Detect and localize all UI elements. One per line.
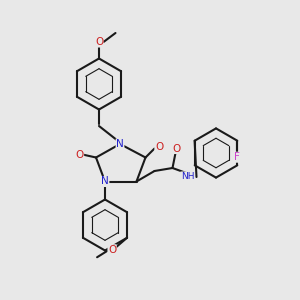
Text: O: O	[155, 142, 163, 152]
Text: NH: NH	[181, 172, 194, 181]
Text: N: N	[116, 139, 124, 149]
Text: O: O	[108, 245, 116, 255]
Text: O: O	[173, 143, 181, 154]
Text: O: O	[95, 37, 103, 47]
Text: O: O	[75, 149, 84, 160]
Text: N: N	[101, 176, 109, 187]
Text: F: F	[234, 152, 240, 162]
